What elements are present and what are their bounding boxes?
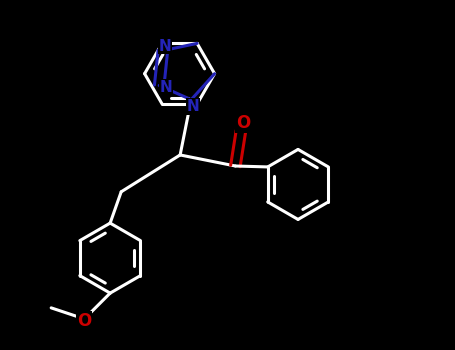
Text: O: O xyxy=(236,114,250,132)
Text: N: N xyxy=(158,39,171,54)
Text: N: N xyxy=(159,80,172,95)
Text: O: O xyxy=(77,312,91,330)
Text: N: N xyxy=(187,99,199,114)
